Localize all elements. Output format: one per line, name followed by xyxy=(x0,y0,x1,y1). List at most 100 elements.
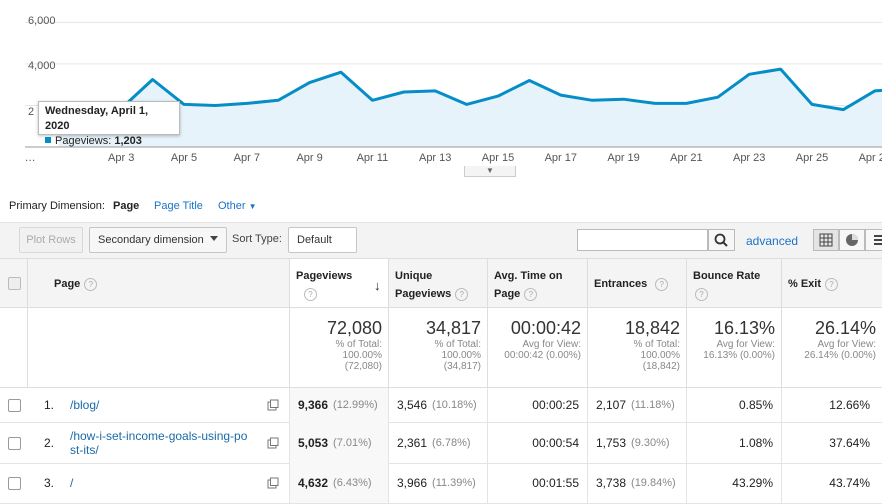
col-entrances[interactable]: Entrances? xyxy=(587,259,686,307)
chart-tooltip: Wednesday, April 1, 2020 Pageviews: 1,20… xyxy=(38,101,180,147)
total-unique-pageviews: 34,817 % of Total: 100.00% (34,817) xyxy=(388,307,487,387)
avg-time-cell: 00:00:25 xyxy=(487,388,587,422)
table-header: Page? Pageviews? ↓ Unique Pageviews? Avg. … xyxy=(0,258,882,308)
x-tick-label: … xyxy=(24,152,36,164)
help-icon[interactable]: ? xyxy=(695,287,708,301)
pageviews-cell: 5,053 (7.01%) xyxy=(289,422,388,463)
table-view-button[interactable] xyxy=(813,229,839,251)
chart-series-line xyxy=(58,67,882,126)
help-icon[interactable]: ? xyxy=(524,287,538,301)
y-tick-label: 2,000 xyxy=(28,106,34,118)
col-bounce-rate[interactable]: Bounce Rate? xyxy=(686,259,781,307)
page-cell: 3. / xyxy=(27,463,289,503)
x-tick-label: Apr 5 xyxy=(170,152,198,164)
primary-dimension-label: Primary Dimension: xyxy=(9,200,105,212)
help-icon[interactable]: ? xyxy=(84,277,98,291)
row-checkbox[interactable] xyxy=(8,436,21,450)
chart-area-fill xyxy=(58,69,882,147)
bounce-rate-cell: 1.08% xyxy=(686,422,781,463)
page-cell: 1. /blog/ xyxy=(27,388,289,422)
row-number: 2. xyxy=(44,435,55,450)
col-avg-time[interactable]: Avg. Time on Page? xyxy=(487,259,587,307)
chevron-down-icon xyxy=(209,236,218,241)
external-link-icon[interactable] xyxy=(267,437,279,449)
x-tick-label: Apr 13 xyxy=(418,152,452,164)
col-page[interactable]: Page? xyxy=(27,259,289,307)
exit-cell: 43.74% xyxy=(781,463,882,503)
page-link[interactable]: / xyxy=(70,476,74,490)
sort-descending-icon[interactable]: ↓ xyxy=(374,278,381,293)
help-icon[interactable]: ? xyxy=(655,277,669,291)
entrances-cell: 2,107 (11.18%) xyxy=(587,388,686,422)
total-pageviews: 72,080 % of Total: 100.00% (72,080) xyxy=(289,307,388,387)
secondary-dimension-dropdown[interactable]: Secondary dimension xyxy=(89,227,227,253)
page-link[interactable]: /blog/ xyxy=(70,398,100,412)
plot-rows-button[interactable]: Plot Rows xyxy=(19,227,83,253)
tooltip-label: Pageviews: xyxy=(55,135,112,147)
collapse-chart-toggle[interactable]: ▼ xyxy=(464,166,516,177)
x-tick-label: Apr 27 xyxy=(858,152,882,164)
totals-row: 72,080 % of Total: 100.00% (72,080) 34,817… xyxy=(0,307,882,388)
col-exit[interactable]: % Exit? xyxy=(781,259,882,307)
row-checkbox[interactable] xyxy=(8,477,21,490)
entrances-cell: 3,738 (19.84%) xyxy=(587,463,686,503)
pageviews-cell: 9,366 (12.99%) xyxy=(289,388,388,422)
x-tick-label: Apr 17 xyxy=(544,152,578,164)
avg-time-cell: 00:00:54 xyxy=(487,422,587,463)
row-number: 1. xyxy=(44,398,55,412)
table-row: 3. / 4,632 (6.43%) 3,966 (11.39%) 00:01:55 3,73… xyxy=(0,463,882,504)
exit-cell: 37.64% xyxy=(781,422,882,463)
y-tick-label: 4,000 xyxy=(28,60,56,72)
x-tick-label: Apr 15 xyxy=(481,152,515,164)
total-avg-time: 00:00:42 Avg for View: 00:00:42 (0.00%) xyxy=(487,307,587,387)
entrances-cell: 1,753 (9.30%) xyxy=(587,422,686,463)
x-tick-label: Apr 3 xyxy=(108,152,135,164)
external-link-icon[interactable] xyxy=(267,477,279,489)
exit-cell: 12.66% xyxy=(781,388,882,422)
sort-type-label: Sort Type: xyxy=(232,233,282,245)
row-number: 3. xyxy=(44,476,55,490)
primary-dimension-page[interactable]: Page xyxy=(113,200,140,212)
x-tick-label: Apr 11 xyxy=(356,152,389,164)
page-link[interactable]: /how-i-set-income-goals-using-po st-its/ xyxy=(70,428,248,457)
table-search-input[interactable] xyxy=(577,229,708,251)
table-row: 2. /how-i-set-income-goals-using-po st-its… xyxy=(0,422,882,464)
col-unique-pageviews[interactable]: Unique Pageviews? xyxy=(388,259,487,307)
x-tick-label: Apr 9 xyxy=(296,152,323,164)
table-row: 1. /blog/9,366 (12.99%) 3,546 (10.18%) 00:00:… xyxy=(0,388,882,423)
total-bounce-rate: 16.13% Avg for View: 16.13% (0.00%) xyxy=(686,307,781,387)
performance-view-button[interactable] xyxy=(865,229,882,251)
help-icon[interactable]: ? xyxy=(825,277,839,291)
bars-icon xyxy=(874,235,882,245)
x-tick-label: Apr 21 xyxy=(670,152,703,164)
unique-pageviews-cell: 3,966 (11.39%) xyxy=(388,463,487,503)
col-pageviews[interactable]: Pageviews? ↓ xyxy=(289,259,388,307)
unique-pageviews-cell: 2,361 (6.78%) xyxy=(388,422,487,463)
search-icon xyxy=(714,233,728,247)
search-button[interactable] xyxy=(708,229,735,251)
total-entrances: 18,842 % of Total: 100.00% (18,842) xyxy=(587,307,686,387)
total-exit: 26.14% Avg for View: 26.14% (0.00%) xyxy=(781,307,882,387)
avg-time-cell: 00:01:55 xyxy=(487,463,587,503)
sort-type-dropdown[interactable]: Default xyxy=(288,227,357,265)
x-tick-label: Apr 7 xyxy=(233,152,260,164)
row-checkbox[interactable] xyxy=(8,399,21,412)
pie-chart-icon xyxy=(846,234,858,246)
pageviews-cell: 4,632 (6.43%) xyxy=(289,463,388,503)
select-all-checkbox[interactable] xyxy=(8,277,21,290)
help-icon[interactable]: ? xyxy=(304,287,317,301)
bounce-rate-cell: 0.85% xyxy=(686,388,781,422)
pie-view-button[interactable] xyxy=(839,229,865,251)
help-icon[interactable]: ? xyxy=(455,287,469,301)
x-tick-label: Apr 19 xyxy=(607,152,640,164)
primary-dimension-other[interactable]: Other ▼ xyxy=(218,200,257,212)
series-swatch xyxy=(45,137,51,143)
tooltip-value: 1,203 xyxy=(114,135,142,147)
primary-dimension-page-title[interactable]: Page Title xyxy=(154,200,203,212)
page-cell: 2. /how-i-set-income-goals-using-po st-its… xyxy=(27,422,289,463)
x-tick-label: Apr 25 xyxy=(795,152,829,164)
advanced-filter-link[interactable]: advanced xyxy=(746,234,799,248)
bounce-rate-cell: 43.29% xyxy=(686,463,781,503)
grid-icon xyxy=(819,233,833,247)
external-link-icon[interactable] xyxy=(267,399,279,411)
